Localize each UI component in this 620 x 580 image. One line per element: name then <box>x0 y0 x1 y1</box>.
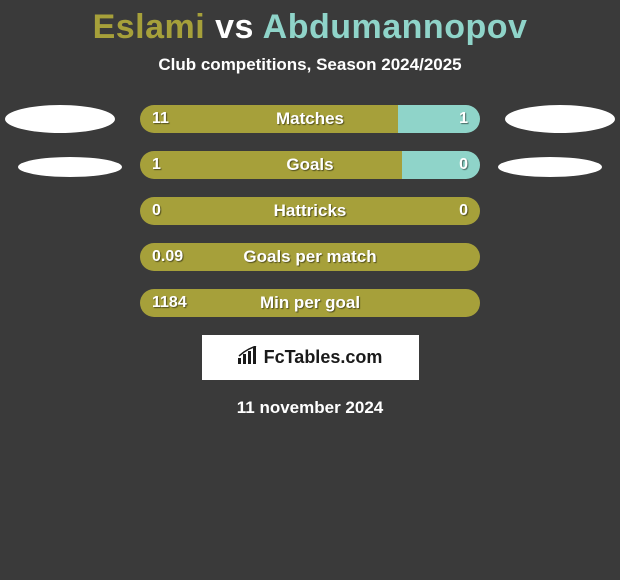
player-right-avatar-ellipse <box>505 105 615 133</box>
stats-area: 111Matches 10Goals 00Hattricks 0.09Goals pe… <box>0 105 620 317</box>
player-right-avatar-ellipse <box>498 157 602 177</box>
vs-text: vs <box>215 8 254 46</box>
stat-row: 1184Min per goal <box>0 289 620 317</box>
player-left-name: Eslami <box>93 8 206 46</box>
stat-label: Matches <box>140 105 480 133</box>
stat-label: Hattricks <box>140 197 480 225</box>
player-left-avatar-ellipse <box>18 157 122 177</box>
brand-text: FcTables.com <box>238 346 383 369</box>
brand-label: FcTables.com <box>264 347 383 368</box>
subtitle: Club competitions, Season 2024/2025 <box>0 55 620 75</box>
stat-row: 0.09Goals per match <box>0 243 620 271</box>
chart-icon <box>238 346 260 369</box>
stat-label: Goals per match <box>140 243 480 271</box>
infographic-container: Eslami vs Abdumannopov Club competitions… <box>0 0 620 580</box>
player-left-avatar-ellipse <box>5 105 115 133</box>
stat-label: Goals <box>140 151 480 179</box>
brand-box: FcTables.com <box>202 335 419 380</box>
player-right-name: Abdumannopov <box>263 8 528 46</box>
stat-row: 10Goals <box>0 151 620 179</box>
stat-row: 111Matches <box>0 105 620 133</box>
stat-row: 00Hattricks <box>0 197 620 225</box>
date-line: 11 november 2024 <box>0 398 620 418</box>
stat-label: Min per goal <box>140 289 480 317</box>
page-title: Eslami vs Abdumannopov <box>0 0 620 47</box>
